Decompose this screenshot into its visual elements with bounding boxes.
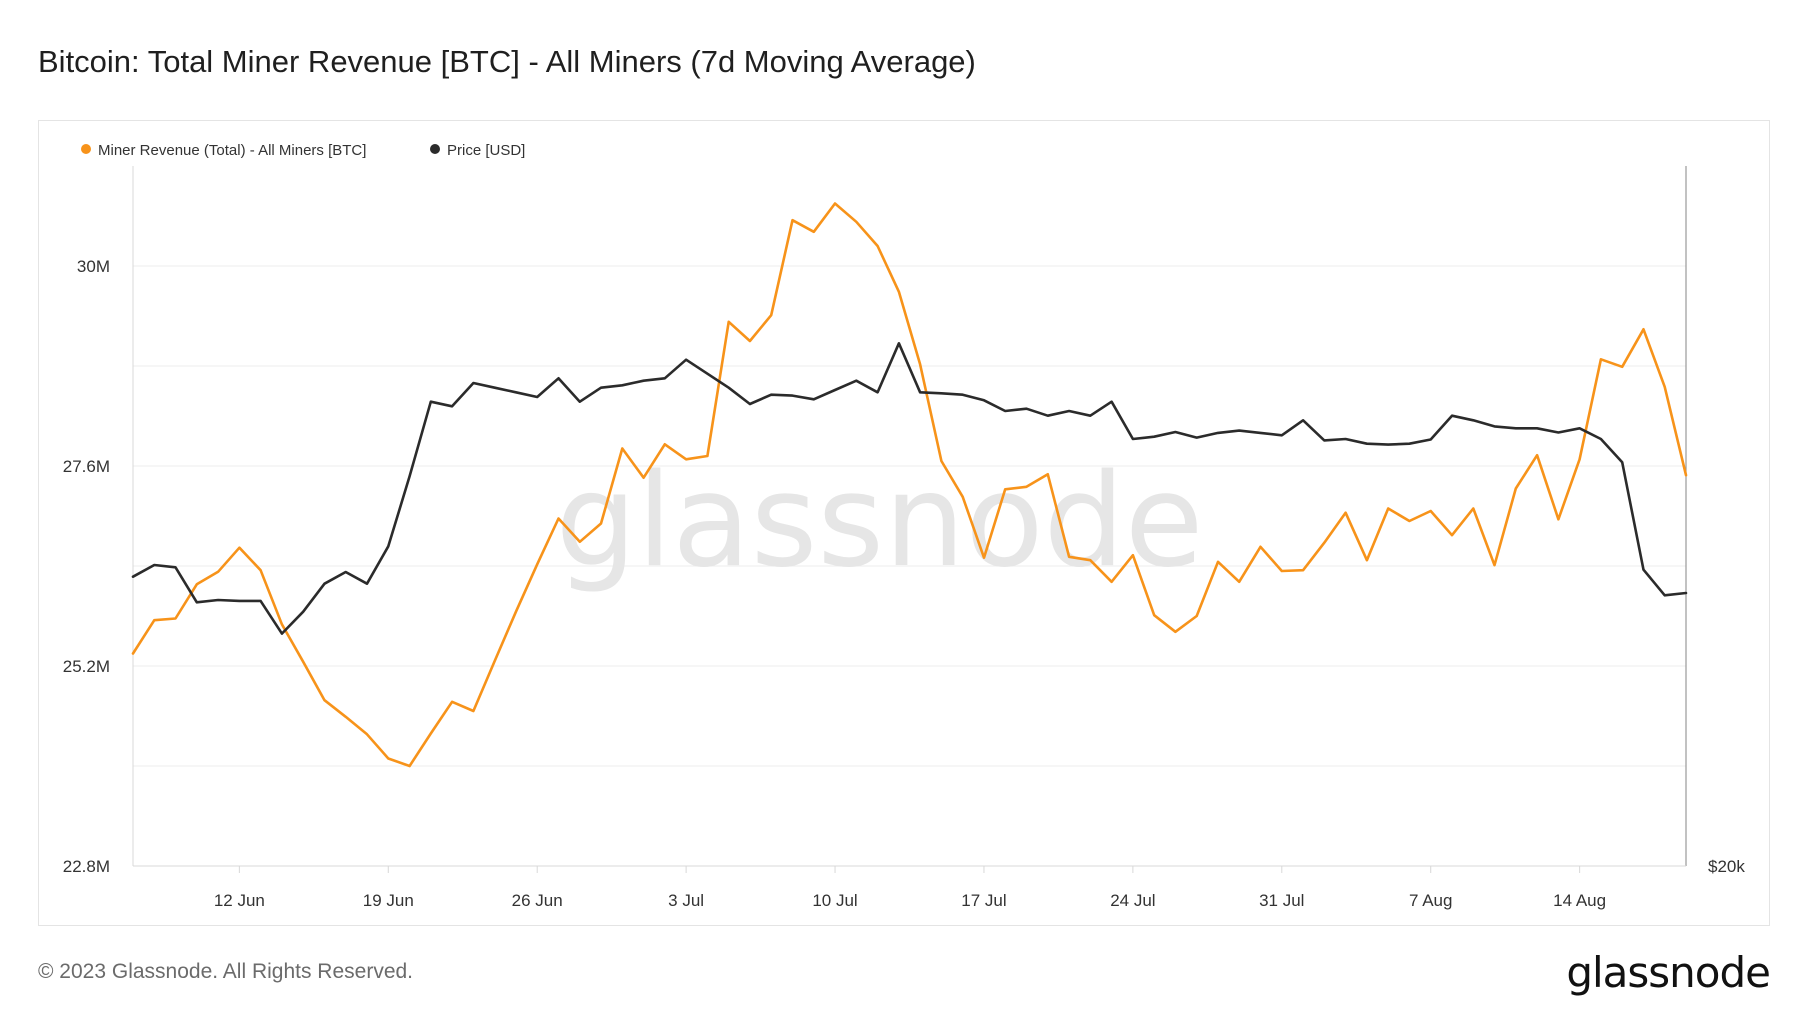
x-tick-label: 24 Jul [1110,891,1155,910]
series-lines [131,202,1688,768]
series-line-miner-revenue [131,202,1688,768]
y-axis-labels: 22.8M 25.2M 27.6M 30M $20k [63,257,1746,876]
series-line-price [131,341,1688,635]
x-tick-label: 3 Jul [668,891,704,910]
legend-label: Price [USD] [447,142,525,159]
x-tick-label: 31 Jul [1259,891,1304,910]
legend-marker [81,144,91,154]
legend-marker [430,144,440,154]
chart-title: Bitcoin: Total Miner Revenue [BTC] - All… [38,44,976,79]
x-axis-labels: 12 Jun 19 Jun 26 Jun 3 Jul 10 Jul 17 Jul 24 Ju… [214,866,1606,910]
x-tick-label: 19 Jun [363,891,414,910]
y-tick-label: 22.8M [63,857,110,876]
brand-logo: glassnode [1566,948,1771,997]
y-tick-label: 27.6M [63,457,110,476]
x-tick-label: 12 Jun [214,891,265,910]
x-tick-label: 14 Aug [1553,891,1606,910]
y-tick-label: 25.2M [63,657,110,676]
x-tick-label: 17 Jul [961,891,1006,910]
axes [132,166,1687,867]
x-tick-label: 7 Aug [1409,891,1453,910]
copyright-text: © 2023 Glassnode. All Rights Reserved. [38,960,414,983]
legend: Miner Revenue (Total) - All Miners [BTC]… [81,142,525,159]
watermark: glassnode [555,447,1203,596]
chart-frame [38,120,1770,926]
y-right-tick-label: $20k [1708,857,1745,876]
x-tick-label: 26 Jun [512,891,563,910]
y-tick-label: 30M [77,257,110,276]
legend-label: Miner Revenue (Total) - All Miners [BTC] [98,142,366,159]
x-tick-label: 10 Jul [812,891,857,910]
